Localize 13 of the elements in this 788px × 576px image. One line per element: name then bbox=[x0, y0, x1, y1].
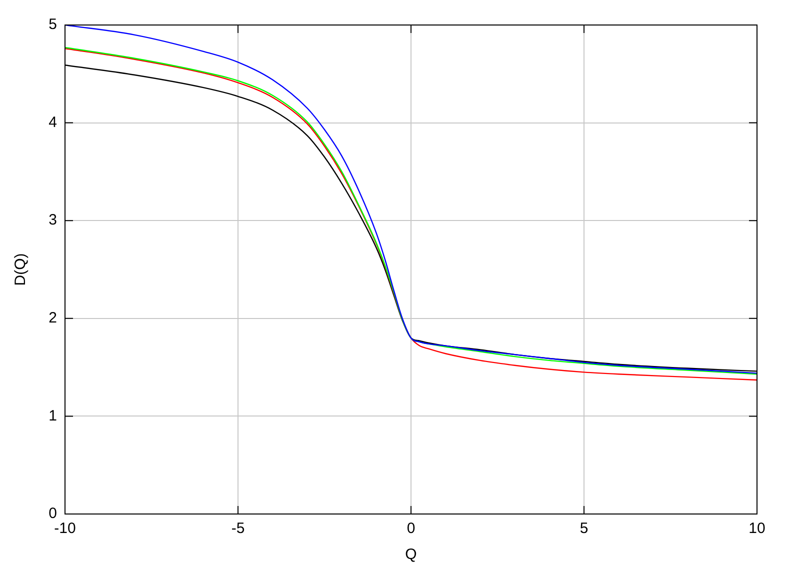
y-axis-title: D(Q) bbox=[12, 253, 30, 286]
y-tick-label: 5 bbox=[48, 16, 57, 34]
y-tick-label: 0 bbox=[48, 505, 57, 522]
y-tick-label: 3 bbox=[48, 212, 57, 229]
x-tick-label: 5 bbox=[580, 520, 588, 538]
x-tick-label: -5 bbox=[231, 520, 245, 538]
y-tick-label: 4 bbox=[48, 114, 57, 131]
x-axis-title: Q bbox=[405, 546, 417, 564]
x-tick-label: -10 bbox=[54, 520, 76, 538]
y-tick-label: 2 bbox=[48, 310, 57, 327]
y-tick-label: 1 bbox=[48, 407, 57, 424]
x-tick-label: 0 bbox=[406, 520, 416, 538]
x-tick-label: 10 bbox=[748, 520, 766, 538]
